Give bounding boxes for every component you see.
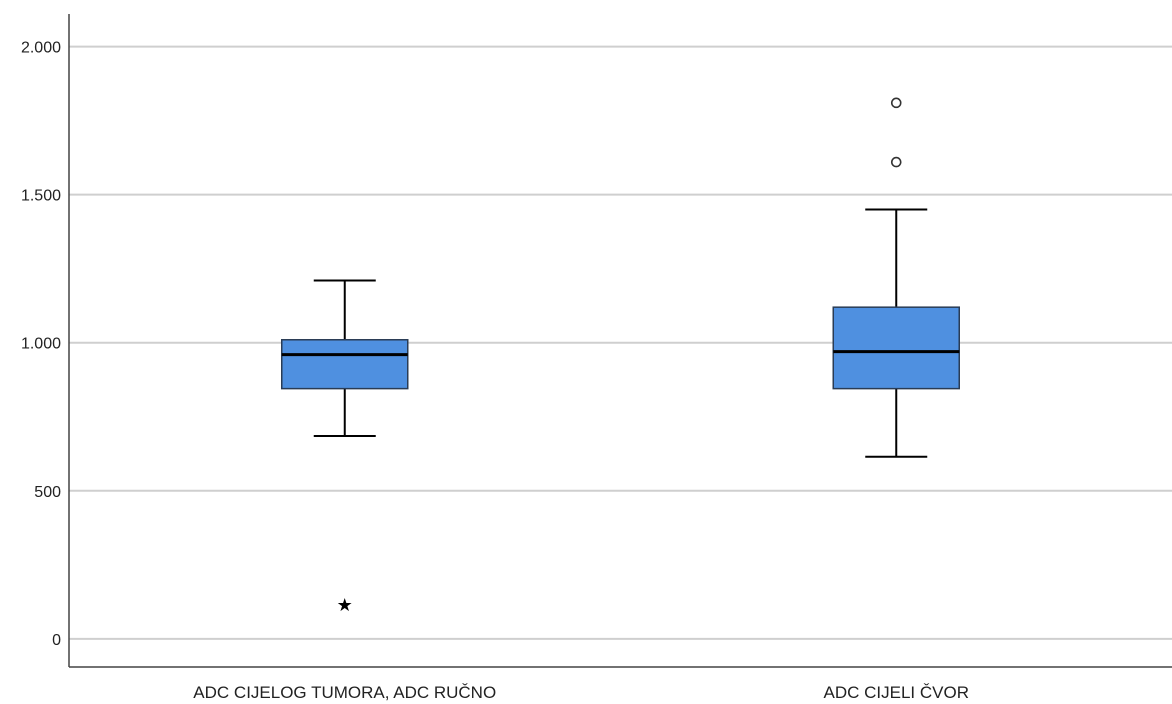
x-category-label: ADC CIJELOG TUMORA, ADC RUČNO	[193, 683, 496, 702]
box-group: ★	[281, 279, 409, 616]
y-tick-label: 0	[52, 632, 61, 649]
y-axis-ticks: 0 500 1.000 1.500 2.000	[21, 40, 61, 649]
axes	[68, 14, 1172, 668]
y-tick-label: 2.000	[21, 40, 61, 57]
y-tick-label: 500	[34, 484, 61, 501]
x-axis-categories: ADC CIJELOG TUMORA, ADC RUČNO ADC CIJELI …	[193, 683, 969, 702]
y-tick-label: 1.000	[21, 336, 61, 353]
interquartile-box	[832, 306, 960, 390]
outlier-point	[890, 156, 902, 168]
outlier-point	[890, 97, 902, 109]
gridlines	[69, 45, 1172, 640]
y-tick-label: 1.500	[21, 188, 61, 205]
extreme-outlier-point: ★	[337, 595, 353, 616]
x-category-label: ADC CIJELI ČVOR	[824, 683, 969, 702]
box-group	[832, 97, 960, 458]
interquartile-box	[281, 339, 409, 390]
boxes: ★	[281, 97, 960, 616]
